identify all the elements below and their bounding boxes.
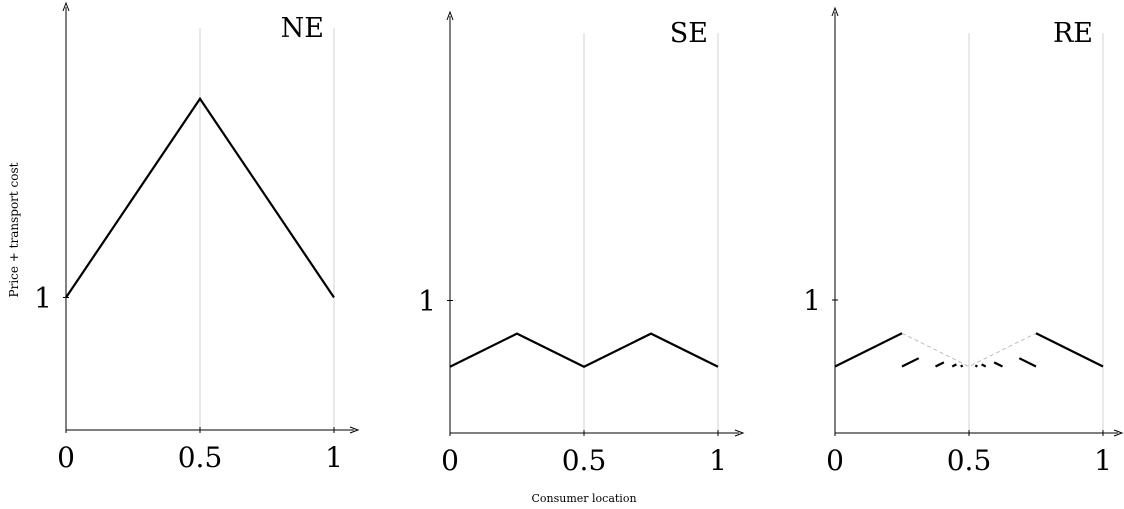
x-tick-label: 1 — [1094, 444, 1112, 477]
x-tick-label: 0.5 — [562, 444, 607, 477]
series-line — [1035, 332, 1104, 368]
panel-re: 0 0.5 1 1 RE — [803, 6, 1124, 477]
series-line — [960, 364, 964, 368]
series-line — [449, 332, 719, 368]
x-tick-label: 0.5 — [178, 441, 223, 474]
x-tick-label: 1 — [325, 441, 343, 474]
series-line — [974, 364, 978, 368]
x-tick-label: 1 — [709, 444, 727, 477]
panel-title: SE — [670, 18, 708, 49]
series-line — [993, 361, 1003, 368]
y-axis-arrow — [831, 6, 839, 17]
y-tick-label: 1 — [34, 282, 52, 315]
y-axis-arrow — [446, 10, 454, 21]
y-tick-label: 1 — [418, 285, 436, 318]
series-line — [65, 96, 335, 299]
x-tick-label: 0 — [57, 441, 75, 474]
series-line — [935, 361, 945, 368]
dashed-series-line — [901, 332, 1037, 368]
series-line — [951, 363, 957, 368]
series-line — [981, 363, 987, 368]
y-axis-arrow — [62, 1, 70, 12]
panel-se: 0 0.5 1 1 SE — [418, 10, 745, 477]
panel-title: NE — [281, 13, 324, 44]
series-line — [901, 357, 920, 368]
x-axis-arrow — [1113, 429, 1124, 437]
panel-title: RE — [1053, 18, 1093, 49]
x-tick-label: 0 — [826, 444, 844, 477]
x-axis-label: Consumer location — [531, 492, 636, 505]
y-tick-label: 1 — [803, 284, 821, 317]
x-tick-label: 0 — [441, 444, 459, 477]
x-tick-label: 0.5 — [947, 444, 992, 477]
series-line — [1018, 357, 1037, 368]
panel-ne: 0 0.5 1 1 NE — [34, 1, 360, 474]
x-axis-arrow — [349, 426, 360, 434]
x-axis-arrow — [734, 429, 745, 437]
y-axis-label: Price + transport cost — [7, 162, 21, 297]
series-line — [834, 332, 903, 368]
